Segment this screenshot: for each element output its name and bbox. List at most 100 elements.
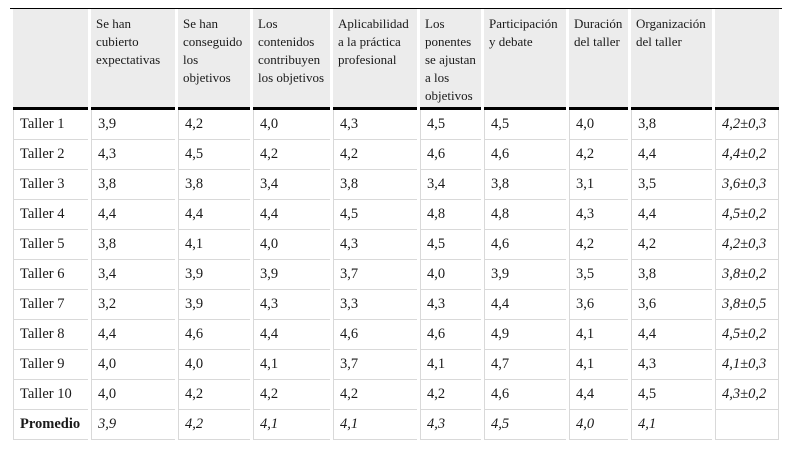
row-label: Taller 8 xyxy=(13,320,88,350)
score-cell: 4,3 xyxy=(631,350,712,380)
score-cell: 4,4 xyxy=(91,320,175,350)
row-label: Promedio xyxy=(13,410,88,440)
table-row: Taller 7 3,2 3,9 4,3 3,3 4,3 4,4 3,6 3,6 3,8±0,5 xyxy=(13,290,779,320)
score-cell: 4,2 xyxy=(178,380,250,410)
score-cell: 3,8 xyxy=(91,170,175,200)
score-cell: 3,1 xyxy=(569,170,628,200)
mean-sd-cell: 4,1±0,3 xyxy=(715,350,779,380)
table-row: Taller 3 3,8 3,8 3,4 3,8 3,4 3,8 3,1 3,5 3,6±0,3 xyxy=(13,170,779,200)
score-cell: 4,6 xyxy=(420,140,481,170)
score-cell: 4,6 xyxy=(420,320,481,350)
score-cell: 3,8 xyxy=(333,170,417,200)
table-row: Taller 4 4,4 4,4 4,4 4,5 4,8 4,8 4,3 4,4 4,5±0,2 xyxy=(13,200,779,230)
column-header-aplicabilidad: Aplicabilidad a la práctica profesional xyxy=(333,9,417,110)
score-cell: 4,3 xyxy=(420,290,481,320)
score-cell: 4,3 xyxy=(420,410,481,440)
score-cell: 3,4 xyxy=(420,170,481,200)
score-cell: 4,0 xyxy=(91,350,175,380)
column-header-objetivos-conseguidos: Se han conseguido los objetivos xyxy=(178,9,250,110)
mean-sd-cell: 4,5±0,2 xyxy=(715,200,779,230)
score-cell: 3,8 xyxy=(178,170,250,200)
score-cell: 3,3 xyxy=(333,290,417,320)
score-cell: 4,5 xyxy=(484,110,566,140)
score-cell: 3,5 xyxy=(631,170,712,200)
column-header-contenidos: Los contenidos contribuyen los objetivos xyxy=(253,9,330,110)
score-cell: 4,1 xyxy=(631,410,712,440)
score-cell: 4,0 xyxy=(253,230,330,260)
score-cell: 3,9 xyxy=(253,260,330,290)
mean-sd-cell: 4,3±0,2 xyxy=(715,380,779,410)
score-cell: 4,8 xyxy=(420,200,481,230)
score-cell: 4,6 xyxy=(178,320,250,350)
row-label: Taller 4 xyxy=(13,200,88,230)
score-cell: 4,5 xyxy=(631,380,712,410)
score-cell: 4,2 xyxy=(178,410,250,440)
score-cell: 4,2 xyxy=(253,140,330,170)
column-header-participacion: Participación y debate xyxy=(484,9,566,110)
row-label: Taller 2 xyxy=(13,140,88,170)
mean-sd-cell: 3,8±0,5 xyxy=(715,290,779,320)
score-cell: 4,2 xyxy=(333,140,417,170)
score-cell: 4,3 xyxy=(569,200,628,230)
score-cell: 4,5 xyxy=(484,410,566,440)
mean-sd-cell: 4,2±0,3 xyxy=(715,230,779,260)
score-cell: 4,4 xyxy=(631,320,712,350)
score-cell: 4,2 xyxy=(178,110,250,140)
header-row: Se han cubierto expectativas Se han cons… xyxy=(13,9,779,110)
table-row: Taller 1 3,9 4,2 4,0 4,3 4,5 4,5 4,0 3,8 4,2±0,3 xyxy=(13,110,779,140)
score-cell: 4,2 xyxy=(569,230,628,260)
score-cell: 4,5 xyxy=(178,140,250,170)
table-row: Taller 10 4,0 4,2 4,2 4,2 4,2 4,6 4,4 4,5 4,3±0,2 xyxy=(13,380,779,410)
score-cell: 4,1 xyxy=(253,350,330,380)
score-cell: 3,9 xyxy=(91,110,175,140)
column-header-ponentes: Los ponentes se ajustan a los objetivos xyxy=(420,9,481,110)
mean-sd-cell: 3,8±0,2 xyxy=(715,260,779,290)
table-row: Taller 5 3,8 4,1 4,0 4,3 4,5 4,6 4,2 4,2 4,2±0,3 xyxy=(13,230,779,260)
score-cell: 3,9 xyxy=(484,260,566,290)
mean-sd-cell: 4,2±0,3 xyxy=(715,110,779,140)
score-cell: 4,2 xyxy=(333,380,417,410)
row-label: Taller 3 xyxy=(13,170,88,200)
score-cell: 4,3 xyxy=(253,290,330,320)
score-cell: 4,2 xyxy=(569,140,628,170)
score-cell: 4,3 xyxy=(333,230,417,260)
column-header-duracion: Duración del taller xyxy=(569,9,628,110)
score-cell: 4,5 xyxy=(420,230,481,260)
score-cell: 3,4 xyxy=(91,260,175,290)
score-cell: 4,9 xyxy=(484,320,566,350)
score-cell: 3,6 xyxy=(631,290,712,320)
workshop-evaluation-table: Se han cubierto expectativas Se han cons… xyxy=(10,8,782,440)
mean-sd-cell: 4,4±0,2 xyxy=(715,140,779,170)
column-header-rowlabel xyxy=(13,9,88,110)
score-cell: 4,0 xyxy=(569,410,628,440)
row-label: Taller 6 xyxy=(13,260,88,290)
score-cell: 4,4 xyxy=(253,320,330,350)
score-cell: 4,2 xyxy=(631,230,712,260)
score-cell: 4,4 xyxy=(631,140,712,170)
column-header-media xyxy=(715,9,779,110)
score-cell: 4,1 xyxy=(333,410,417,440)
score-cell: 4,0 xyxy=(569,110,628,140)
row-label: Taller 5 xyxy=(13,230,88,260)
score-cell: 4,0 xyxy=(91,380,175,410)
score-cell: 3,9 xyxy=(91,410,175,440)
score-cell: 3,6 xyxy=(569,290,628,320)
mean-sd-cell xyxy=(715,410,779,440)
score-cell: 3,8 xyxy=(484,170,566,200)
score-cell: 4,6 xyxy=(484,140,566,170)
table-row: Taller 2 4,3 4,5 4,2 4,2 4,6 4,6 4,2 4,4 4,4±0,2 xyxy=(13,140,779,170)
score-cell: 4,1 xyxy=(253,410,330,440)
score-cell: 4,4 xyxy=(484,290,566,320)
row-label: Taller 10 xyxy=(13,380,88,410)
column-header-expectativas: Se han cubierto expectativas xyxy=(91,9,175,110)
score-cell: 4,6 xyxy=(484,230,566,260)
score-cell: 4,2 xyxy=(253,380,330,410)
row-label: Taller 7 xyxy=(13,290,88,320)
score-cell: 4,0 xyxy=(253,110,330,140)
table-row: Taller 9 4,0 4,0 4,1 3,7 4,1 4,7 4,1 4,3 4,1±0,3 xyxy=(13,350,779,380)
score-cell: 3,8 xyxy=(91,230,175,260)
score-cell: 4,1 xyxy=(569,350,628,380)
table-row: Taller 6 3,4 3,9 3,9 3,7 4,0 3,9 3,5 3,8 3,8±0,2 xyxy=(13,260,779,290)
mean-sd-cell: 3,6±0,3 xyxy=(715,170,779,200)
score-cell: 3,7 xyxy=(333,350,417,380)
